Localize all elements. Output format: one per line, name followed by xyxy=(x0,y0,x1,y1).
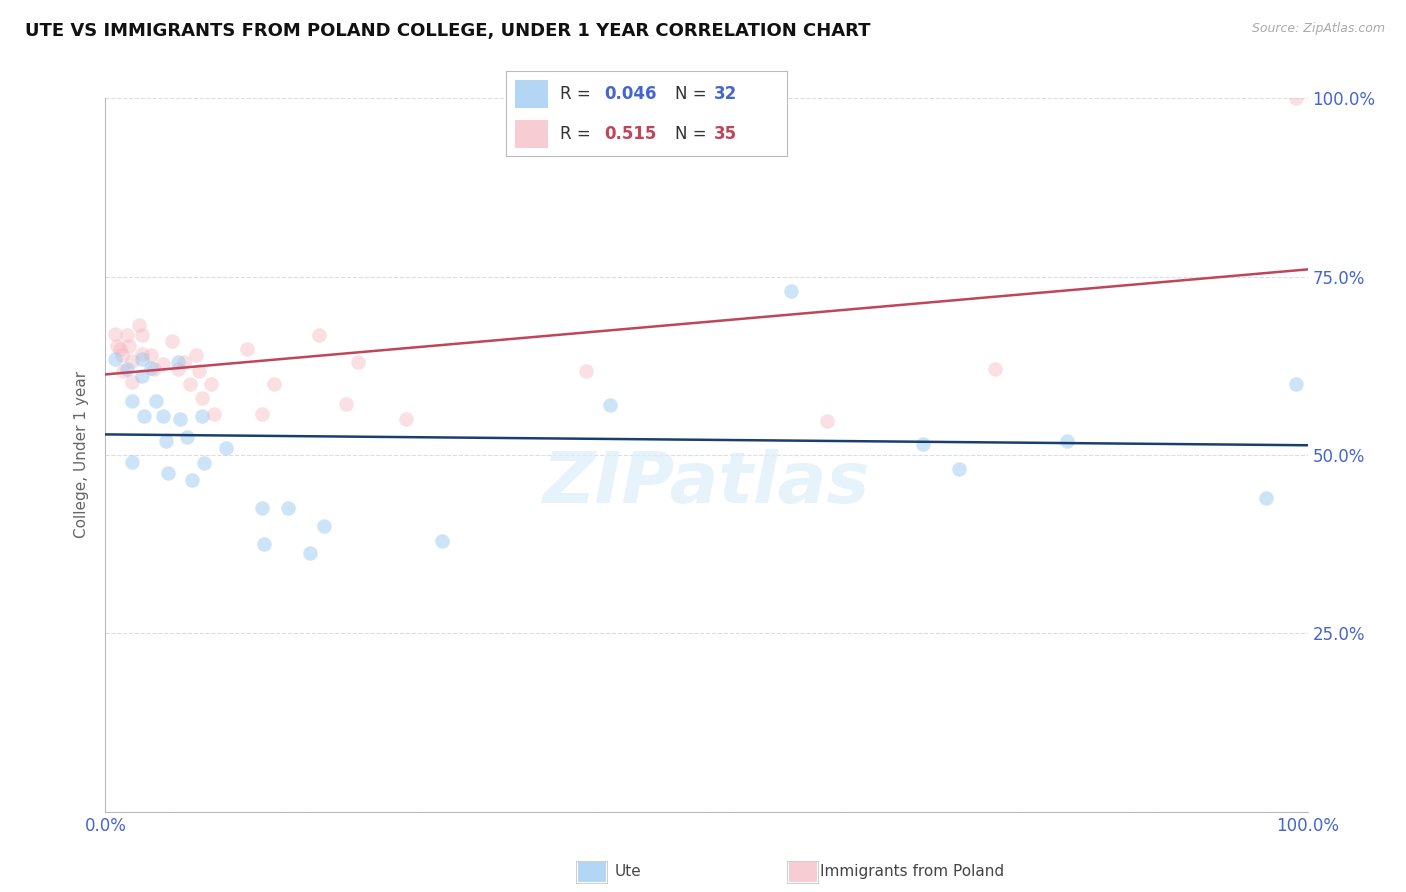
Point xyxy=(250,501,273,516)
Point xyxy=(430,533,453,548)
Point xyxy=(335,396,357,410)
Point xyxy=(347,355,370,369)
Point xyxy=(314,519,336,533)
Point xyxy=(190,391,212,405)
Point xyxy=(155,434,177,448)
Point xyxy=(112,364,135,378)
Point xyxy=(156,466,179,480)
Point xyxy=(166,355,188,369)
Point xyxy=(128,318,150,332)
Point xyxy=(131,346,153,360)
Text: 0.046: 0.046 xyxy=(605,85,657,103)
Text: Source: ZipAtlas.com: Source: ZipAtlas.com xyxy=(1251,22,1385,36)
Point xyxy=(253,537,276,551)
Point xyxy=(121,394,143,409)
Point xyxy=(121,353,143,368)
Point xyxy=(1056,434,1078,448)
Point xyxy=(181,473,204,487)
Bar xyxy=(515,80,548,108)
Point xyxy=(108,343,131,357)
Point xyxy=(173,355,195,369)
Point xyxy=(131,369,153,384)
Point xyxy=(1284,91,1306,105)
Point xyxy=(250,407,273,421)
Point xyxy=(118,339,141,353)
Point xyxy=(121,455,143,469)
Point xyxy=(236,343,259,357)
Point xyxy=(190,409,212,423)
Point xyxy=(263,376,285,391)
Point xyxy=(107,339,129,353)
Point xyxy=(815,414,838,428)
Text: UTE VS IMMIGRANTS FROM POLAND COLLEGE, UNDER 1 YEAR CORRELATION CHART: UTE VS IMMIGRANTS FROM POLAND COLLEGE, U… xyxy=(25,22,870,40)
Point xyxy=(193,457,215,471)
Point xyxy=(160,334,183,348)
Bar xyxy=(515,120,548,147)
Point xyxy=(176,430,198,444)
Point xyxy=(152,409,174,423)
Point xyxy=(214,441,236,455)
Point xyxy=(200,376,222,391)
Point xyxy=(911,437,934,451)
Point xyxy=(1284,376,1306,391)
Point xyxy=(131,328,153,343)
Text: Ute: Ute xyxy=(614,864,641,880)
Point xyxy=(184,348,207,362)
Point xyxy=(104,351,127,366)
Point xyxy=(145,394,167,409)
Text: R =: R = xyxy=(560,125,596,143)
Text: N =: N = xyxy=(675,85,711,103)
Point xyxy=(131,351,153,366)
Y-axis label: College, Under 1 year: College, Under 1 year xyxy=(75,371,90,539)
Point xyxy=(139,360,162,375)
Point xyxy=(1254,491,1277,505)
Point xyxy=(152,357,174,371)
Point xyxy=(111,348,134,362)
Point xyxy=(169,412,191,426)
Point xyxy=(132,409,155,423)
Text: 32: 32 xyxy=(714,85,738,103)
Point xyxy=(104,326,127,341)
Text: 0.515: 0.515 xyxy=(605,125,657,143)
Text: Immigrants from Poland: Immigrants from Poland xyxy=(820,864,1004,880)
Point xyxy=(121,375,143,389)
Text: N =: N = xyxy=(675,125,711,143)
Point xyxy=(308,328,330,343)
Point xyxy=(395,412,418,426)
Point xyxy=(115,328,138,343)
Point xyxy=(298,546,321,560)
Point xyxy=(115,362,138,376)
Point xyxy=(188,364,211,378)
Point xyxy=(779,284,801,298)
Point xyxy=(166,362,188,376)
Point xyxy=(139,348,162,362)
Text: R =: R = xyxy=(560,85,596,103)
Text: 35: 35 xyxy=(714,125,737,143)
Point xyxy=(202,407,225,421)
Point xyxy=(948,462,970,476)
Point xyxy=(142,362,165,376)
Point xyxy=(599,398,621,412)
Point xyxy=(575,364,598,378)
Point xyxy=(277,501,299,516)
Point xyxy=(179,376,201,391)
Point xyxy=(984,362,1007,376)
Text: ZIPatlas: ZIPatlas xyxy=(543,449,870,518)
